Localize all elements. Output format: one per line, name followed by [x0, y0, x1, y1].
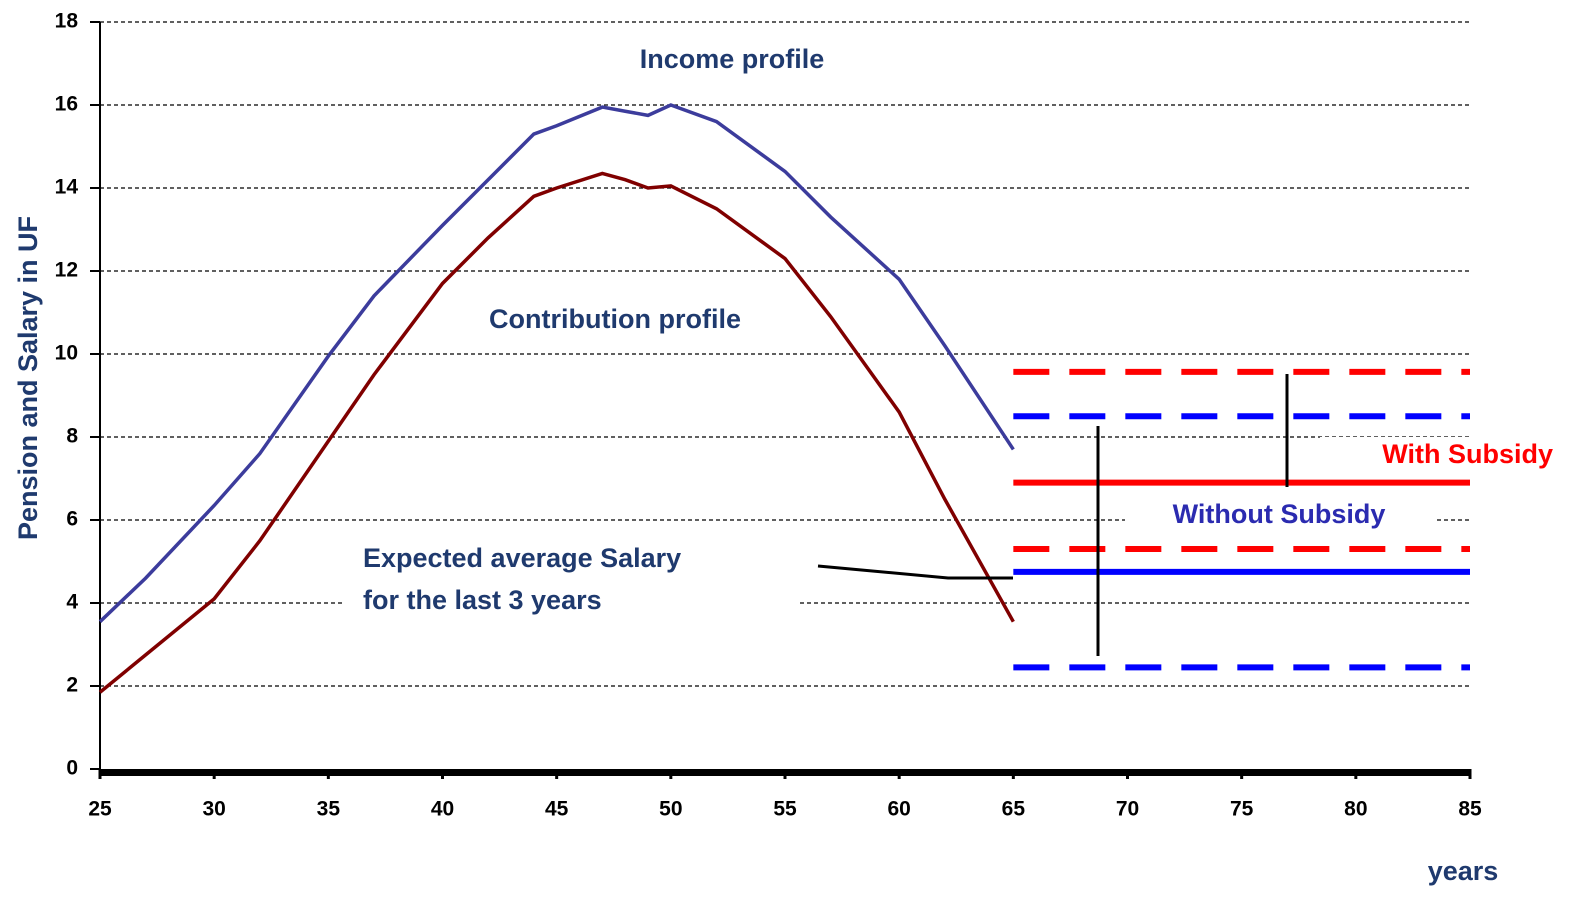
x-tick-label: 45 [545, 798, 569, 821]
x-tick-label: 25 [88, 798, 112, 821]
annotation: for the last 3 years [363, 585, 602, 615]
y-tick-label: 16 [55, 93, 78, 116]
legend-label: Without Subsidy [1173, 499, 1386, 529]
line-series [98, 103, 1015, 623]
y-tick-label: 2 [66, 674, 78, 697]
annotation: Income profile [640, 44, 825, 74]
y-tick-label: 14 [55, 176, 79, 199]
x-tick-label: 35 [317, 798, 341, 821]
legend-label: With Subsidy [1382, 439, 1553, 469]
annotation: Expected average Salary [363, 543, 681, 573]
label-background [420, 295, 795, 345]
y-tick-label: 0 [66, 757, 78, 780]
pointer [817, 564, 1013, 580]
label-background [345, 535, 800, 635]
x-tick-label: 85 [1458, 798, 1482, 821]
x-tick-label: 80 [1344, 798, 1367, 821]
x-tick-label: 70 [1116, 798, 1139, 821]
y-tick-label: 12 [55, 259, 78, 282]
line-series [98, 171, 1015, 694]
x-axis-label: years [1428, 856, 1499, 886]
x-tick-label: 30 [202, 798, 225, 821]
y-axis-label: Pension and Salary in UF [13, 216, 43, 540]
y-tick-label: 18 [55, 10, 79, 33]
y-tick-label: 8 [66, 425, 78, 448]
label-background [1320, 437, 1570, 477]
x-tick-label: 40 [431, 798, 454, 821]
y-tick-label: 4 [66, 591, 78, 614]
annotation: Contribution profile [489, 304, 741, 334]
x-tick-label: 75 [1230, 798, 1254, 821]
x-tick-label: 55 [773, 798, 797, 821]
y-tick-label: 6 [66, 508, 78, 531]
y-tick-label: 10 [55, 342, 78, 365]
x-tick-label: 60 [887, 798, 910, 821]
x-tick-label: 65 [1002, 798, 1026, 821]
x-tick-label: 50 [659, 798, 682, 821]
label-background [1125, 497, 1435, 535]
